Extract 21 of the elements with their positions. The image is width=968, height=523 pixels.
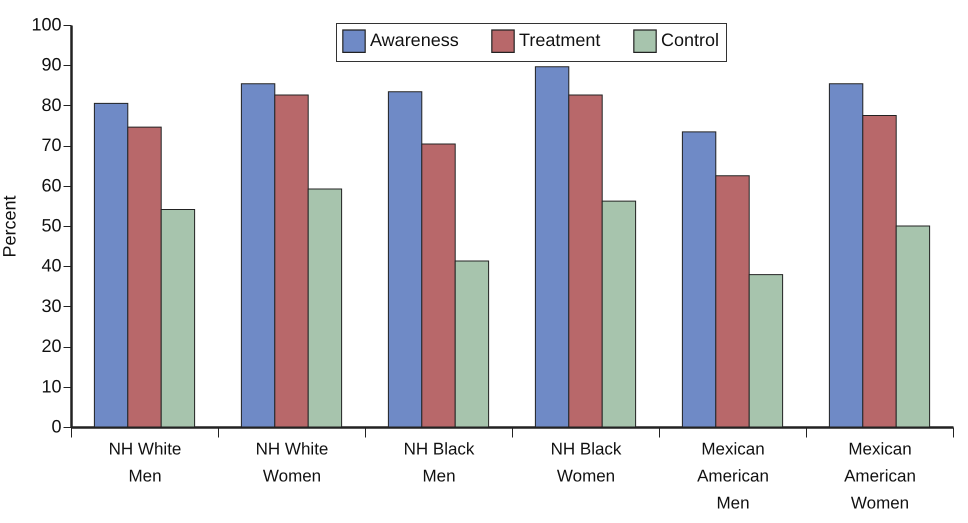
y-tick-label: 10 (41, 376, 62, 396)
legend-label: Awareness (370, 30, 459, 50)
y-tick-label: 100 (31, 14, 62, 34)
y-tick-label: 20 (41, 336, 62, 356)
y-tick-label: 70 (41, 135, 62, 156)
y-tick-label: 90 (41, 54, 62, 75)
y-tick-label: 30 (41, 296, 62, 316)
x-tick-label: NH Black Women (550, 440, 622, 486)
y-tick-label: 0 (51, 416, 62, 436)
x-tick-label: NH White Men (108, 440, 182, 486)
y-tick-label: 50 (41, 216, 62, 236)
x-tick-label: NH Black Men (404, 440, 475, 486)
legend-label: Control (661, 30, 720, 50)
legend-label: Treatment (519, 30, 600, 50)
x-tick-label: Mexican American Women (844, 440, 916, 512)
y-tick-label: 80 (41, 94, 62, 115)
y-axis-title: Percent (0, 195, 20, 258)
x-tick-label: NH White Women (256, 440, 328, 486)
y-tick-label: 40 (41, 256, 62, 276)
x-tick-label: Mexican American Men (697, 440, 769, 512)
y-tick-label: 60 (41, 175, 62, 196)
